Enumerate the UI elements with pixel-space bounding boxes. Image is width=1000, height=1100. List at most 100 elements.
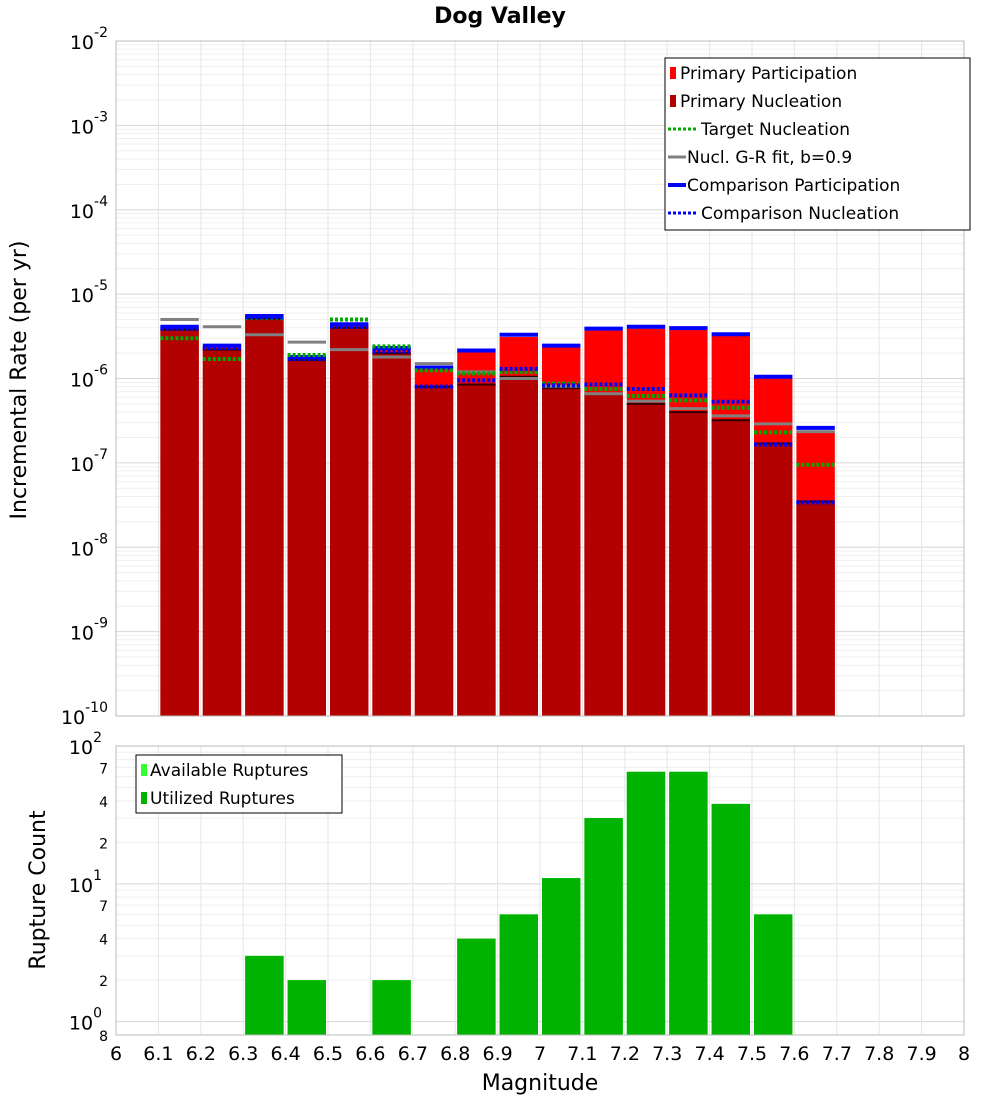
tick-base: 10 xyxy=(70,201,94,223)
nucleation-bar xyxy=(457,384,496,716)
count-y-minor-tick-label: 7 xyxy=(99,899,108,915)
legend-swatch-bar xyxy=(141,764,147,776)
tick-exponent: 0 xyxy=(93,1006,102,1022)
utilized-ruptures-bar xyxy=(542,878,581,1035)
count-y-minor-tick-label: 4 xyxy=(99,933,108,949)
tick-exponent: -4 xyxy=(94,194,108,210)
rate-panel: 10-210-310-410-510-610-710-810-910-10Pri… xyxy=(61,25,971,729)
nucleation-bar xyxy=(584,394,623,716)
tick-exponent: -7 xyxy=(94,447,108,463)
utilized-ruptures-bar xyxy=(287,980,326,1035)
x-tick-label: 6.2 xyxy=(186,1043,216,1065)
nucleation-bar xyxy=(626,403,666,716)
tick-exponent: -6 xyxy=(94,363,108,379)
x-tick-label: 7.2 xyxy=(610,1043,640,1065)
tick-exponent: -8 xyxy=(94,531,108,547)
x-tick-label: 7 xyxy=(534,1043,546,1065)
top-y-axis-label: Incremental Rate (per yr) xyxy=(7,241,32,520)
nucleation-bar xyxy=(330,327,369,716)
tick-base: 10 xyxy=(70,285,94,307)
legend-label: Primary Participation xyxy=(680,64,857,84)
nucleation-bar xyxy=(245,318,284,716)
tick-base: 10 xyxy=(70,454,94,476)
tick-base: 10 xyxy=(69,737,93,759)
x-tick-label: 7.7 xyxy=(822,1043,852,1065)
rate-y-tick-label: 10-3 xyxy=(70,109,108,138)
legend-swatch-bar xyxy=(670,67,676,79)
tick-base: 10 xyxy=(70,116,94,138)
legend-label: Target Nucleation xyxy=(700,120,850,140)
x-tick-label: 7.4 xyxy=(694,1043,724,1065)
utilized-ruptures-bar xyxy=(499,914,538,1035)
count-y-minor-tick-label: 7 xyxy=(99,761,108,777)
x-tick-label: 7.3 xyxy=(652,1043,682,1065)
tick-base: 10 xyxy=(70,623,94,645)
tick-exponent: -9 xyxy=(94,616,108,632)
tick-base: 10 xyxy=(70,370,94,392)
rate-y-tick-label: 10-10 xyxy=(61,700,108,729)
chart-title: Dog Valley xyxy=(434,4,566,29)
count-y-tick-label: 100 xyxy=(69,1006,102,1035)
x-tick-label: 6.9 xyxy=(482,1043,512,1065)
x-tick-label: 6 xyxy=(110,1043,122,1065)
tick-base: 10 xyxy=(70,538,94,560)
x-tick-label: 7.6 xyxy=(779,1043,809,1065)
count-y-minor-tick-label: 2 xyxy=(99,836,108,852)
x-tick-label: 6.5 xyxy=(313,1043,343,1065)
rate-y-tick-label: 10-4 xyxy=(70,194,108,223)
nucleation-bar xyxy=(542,388,581,716)
nucleation-bar xyxy=(796,501,835,716)
count-y-minor-tick-label: 8 xyxy=(99,1029,108,1045)
legend-label: Utilized Ruptures xyxy=(150,789,295,809)
tick-exponent: -3 xyxy=(94,109,108,125)
x-tick-label: 7.1 xyxy=(567,1043,597,1065)
x-axis-label: Magnitude xyxy=(482,1071,599,1096)
x-tick-label: 6.1 xyxy=(143,1043,173,1065)
utilized-ruptures-bar xyxy=(584,818,623,1035)
count-y-minor-tick-label: 2 xyxy=(99,974,108,990)
x-tick-label: 6.4 xyxy=(270,1043,300,1065)
tick-exponent: -2 xyxy=(94,25,108,41)
rate-plot-border xyxy=(115,40,965,717)
nucleation-bar xyxy=(287,360,326,716)
tick-base: 10 xyxy=(61,707,85,729)
rate-y-tick-label: 10-6 xyxy=(70,363,108,392)
x-tick-label: 6.8 xyxy=(440,1043,470,1065)
utilized-ruptures-bar xyxy=(245,955,284,1035)
rate-y-tick-label: 10-8 xyxy=(70,531,108,560)
tick-base: 10 xyxy=(69,1013,93,1035)
nucleation-bar xyxy=(499,376,538,716)
x-tick-label: 6.6 xyxy=(355,1043,385,1065)
nucleation-bar xyxy=(372,353,411,716)
nucleation-bar xyxy=(669,412,708,716)
rate-y-tick-label: 10-9 xyxy=(70,616,108,645)
x-tick-label: 8 xyxy=(958,1043,970,1065)
x-tick-label: 6.3 xyxy=(228,1043,258,1065)
tick-exponent: -10 xyxy=(85,700,108,716)
x-tick-label: 7.5 xyxy=(737,1043,767,1065)
rate-legend xyxy=(664,57,971,231)
x-tick-label: 6.7 xyxy=(398,1043,428,1065)
nucleation-bar xyxy=(202,349,242,716)
tick-exponent: -5 xyxy=(94,278,108,294)
rate-y-tick-label: 10-5 xyxy=(70,278,108,307)
utilized-ruptures-bar xyxy=(626,771,666,1035)
legend-label: Available Ruptures xyxy=(150,761,308,781)
nucleation-bar xyxy=(711,420,750,716)
tick-exponent: 2 xyxy=(93,730,102,746)
count-y-tick-label: 102 xyxy=(69,730,102,759)
utilized-ruptures-bar xyxy=(754,914,793,1035)
legend-label: Primary Nucleation xyxy=(680,92,842,112)
x-tick-label: 7.8 xyxy=(864,1043,894,1065)
count-y-minor-tick-label: 4 xyxy=(99,795,108,811)
utilized-ruptures-bar xyxy=(372,980,411,1035)
rate-y-tick-label: 10-7 xyxy=(70,447,108,476)
tick-base: 10 xyxy=(69,875,93,897)
nucleation-bar xyxy=(160,329,199,716)
legend-label: Nucl. G-R fit, b=0.9 xyxy=(687,148,852,168)
nucleation-bar xyxy=(754,443,793,716)
tick-base: 10 xyxy=(70,32,94,54)
tick-exponent: 1 xyxy=(93,868,102,884)
